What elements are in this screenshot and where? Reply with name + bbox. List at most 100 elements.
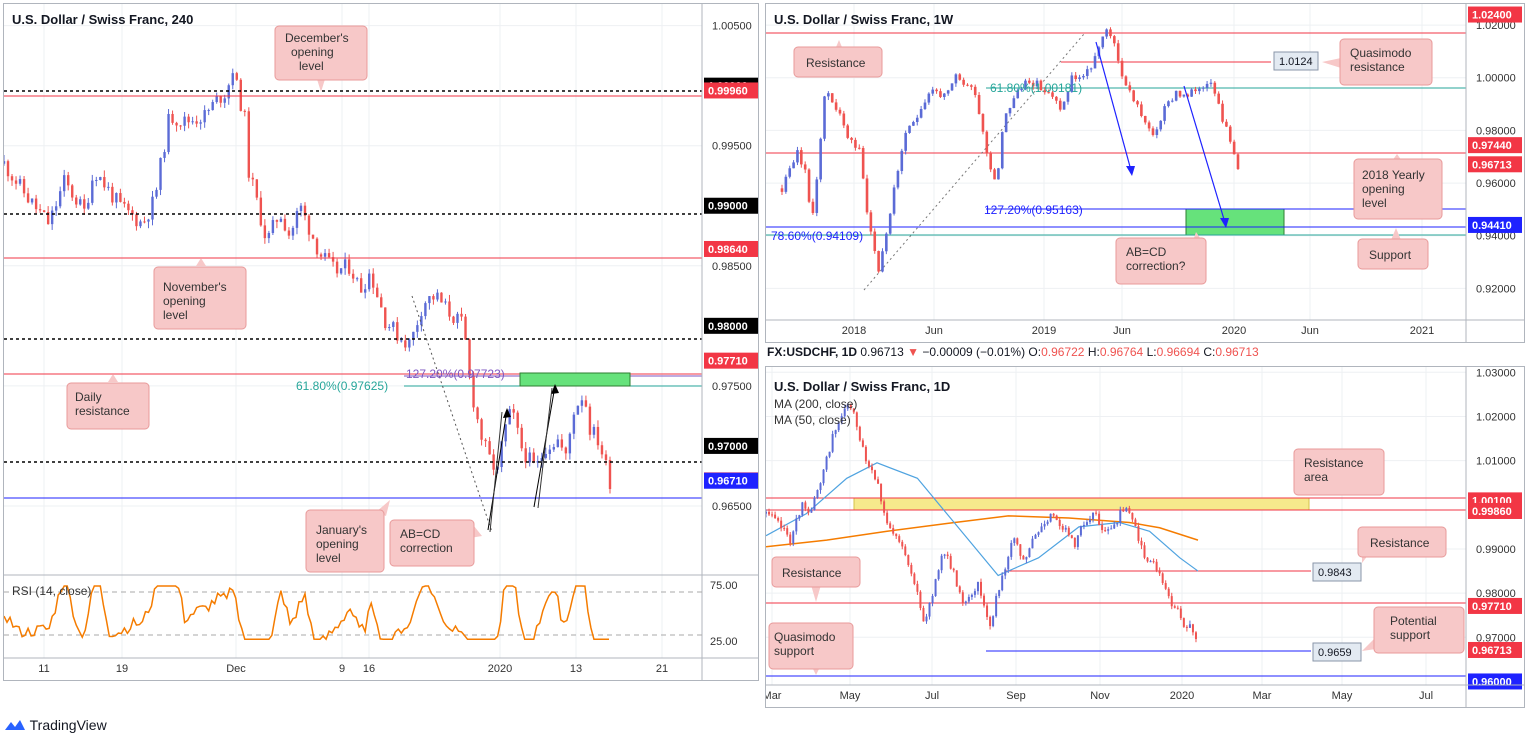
- callout-w-yearly: 2018 Yearly opening level: [1353, 154, 1443, 220]
- w-candle-body: [1055, 96, 1058, 101]
- w-candle-body: [1124, 76, 1128, 86]
- d-candle-body: [786, 528, 789, 535]
- callout-november-line3: level: [163, 308, 188, 322]
- h4-candle-body: [500, 441, 503, 468]
- h4-candle-body: [400, 340, 403, 342]
- h4-candle-body: [18, 179, 22, 184]
- h4-chart-panel[interactable]: 127.20%(0.97723) 61.80%(0.97625) 1.00500…: [3, 3, 759, 681]
- w-candle-body: [1155, 129, 1159, 135]
- d-x-tick-label: May: [840, 690, 861, 702]
- h4-candle-body: [532, 452, 535, 463]
- rsi-tick-75: 75.00: [710, 580, 738, 592]
- d-candle-body: [1052, 513, 1055, 516]
- callout-w-resistance-text: Resistance: [806, 56, 866, 70]
- d-candle-body: [983, 595, 986, 606]
- h4-candle-body: [279, 218, 283, 222]
- d-candle-body: [1131, 512, 1134, 520]
- d-price-label: 0.96000: [1472, 676, 1512, 688]
- h4-y-tick-label: 0.98500: [712, 261, 752, 273]
- h4-candle-body: [187, 116, 190, 123]
- d-candle-body: [1155, 561, 1158, 571]
- w-candle-body: [842, 113, 846, 126]
- w-candle-body: [1232, 141, 1236, 155]
- h4-candle-body: [239, 79, 242, 111]
- d-candle-body: [766, 511, 767, 514]
- h4-candle-body: [376, 287, 379, 298]
- callout-w-quasimodo-line2: resistance: [1350, 60, 1405, 74]
- h4-price-label: 0.98000: [708, 321, 748, 333]
- w-y-axis[interactable]: 1.02000 1.00000 0.98000 0.96000 0.94000 0.920…: [1468, 6, 1522, 296]
- h4-y-axis[interactable]: 1.005000.995000.985000.975000.965001.000…: [704, 21, 758, 513]
- d-candle-body: [964, 601, 967, 603]
- w-candle-body: [1043, 90, 1047, 93]
- d-candle-body: [1173, 606, 1176, 608]
- w-candle-body: [1093, 56, 1097, 69]
- d-candle-body: [1085, 522, 1088, 525]
- h4-candle-body: [291, 227, 295, 236]
- w-candle-body: [854, 139, 857, 148]
- w-candle-body: [1109, 29, 1112, 37]
- w-candle-body: [1000, 132, 1004, 169]
- h4-candle-body: [159, 157, 162, 190]
- callout-daily-line2: resistance: [75, 404, 130, 418]
- w-candle-body: [1004, 113, 1008, 133]
- h4-candle-body: [480, 419, 483, 440]
- d-x-axis[interactable]: Mar May Jul Sep Nov 2020 Mar May Jul: [766, 690, 1433, 702]
- change-arrow-icon: ▼: [907, 345, 919, 359]
- h4-candle-body: [22, 179, 26, 194]
- d-candle-body: [1116, 522, 1119, 525]
- w-candle-body: [935, 89, 938, 92]
- h4-chart-svg[interactable]: 127.20%(0.97723) 61.80%(0.97625) 1.00500…: [4, 4, 758, 680]
- d-candle-body: [1016, 538, 1019, 545]
- h4-candle-body: [75, 197, 78, 205]
- d-candle-body: [1037, 532, 1040, 535]
- d-candle-body: [1134, 519, 1137, 527]
- w-candle-body: [1190, 89, 1193, 97]
- daily-chart-svg[interactable]: 0.9843 0.9659 1.03000 1.02000 1.01000 0.990…: [766, 367, 1524, 707]
- w-candle-body: [830, 93, 834, 103]
- h4-candle-body: [520, 427, 523, 449]
- weekly-chart-panel[interactable]: 61.80%(1.00181) 127.20%(0.95163) 78.60%(…: [765, 3, 1525, 343]
- w-candle-body: [873, 231, 877, 251]
- h4-candle-body: [171, 113, 174, 123]
- d-candle-body: [1152, 561, 1155, 563]
- h4-candle-body: [179, 125, 182, 127]
- w-candle-body: [1101, 36, 1105, 48]
- symbol-price: 0.96713: [860, 345, 904, 359]
- h4-candle-body: [54, 206, 58, 211]
- h4-candle-body: [199, 122, 202, 124]
- d-x-tick-label: Nov: [1090, 690, 1110, 702]
- d-y-tick-label: 0.97000: [1476, 632, 1516, 644]
- d-legend-ma200: MA (200, close): [774, 397, 857, 411]
- h4-candle-body: [600, 445, 604, 455]
- h4-candle-body: [396, 322, 399, 341]
- daily-chart-panel[interactable]: 0.9843 0.9659 1.03000 1.02000 1.01000 0.990…: [765, 366, 1525, 708]
- w-price-label-bg: [1468, 156, 1522, 173]
- h4-candle-body: [42, 210, 46, 212]
- h4-x-axis[interactable]: 11 19 Dec 9 16 2020 13 21: [38, 663, 668, 675]
- callout-november-open: November's opening level: [153, 258, 247, 330]
- h4-price-label: 0.97000: [708, 441, 748, 453]
- d-y-axis[interactable]: 1.03000 1.02000 1.01000 0.99000 0.98000 0.970…: [1468, 367, 1522, 690]
- w-x-axis[interactable]: 2018 Jun 2019 Jun 2020 Jun 2021: [842, 325, 1434, 337]
- h4-abcd-leg-2: [533, 385, 556, 508]
- d-candle-body: [961, 592, 964, 603]
- w-candle-body: [815, 179, 819, 213]
- h4-candle-body: [412, 331, 415, 340]
- w-candle-body: [1143, 115, 1147, 123]
- rsi-line: [4, 585, 609, 641]
- h4-candle-body: [315, 238, 319, 255]
- d-candle-body: [970, 594, 973, 597]
- h4-abcd-arrowhead-1: [503, 408, 511, 418]
- d-candle-body: [1098, 513, 1101, 526]
- weekly-chart-svg[interactable]: 61.80%(1.00181) 127.20%(0.95163) 78.60%(…: [766, 4, 1524, 342]
- h4-candle-body: [183, 116, 186, 126]
- w-candle-body: [1082, 75, 1085, 78]
- d-candle-body: [870, 466, 873, 471]
- w-candle-body: [1178, 90, 1182, 97]
- w-candle-body: [1174, 90, 1178, 101]
- d-candle-body: [1140, 540, 1143, 546]
- w-candle-body: [1221, 103, 1224, 122]
- w-candle-body: [970, 85, 973, 87]
- tradingview-branding[interactable]: TradingView: [4, 717, 107, 733]
